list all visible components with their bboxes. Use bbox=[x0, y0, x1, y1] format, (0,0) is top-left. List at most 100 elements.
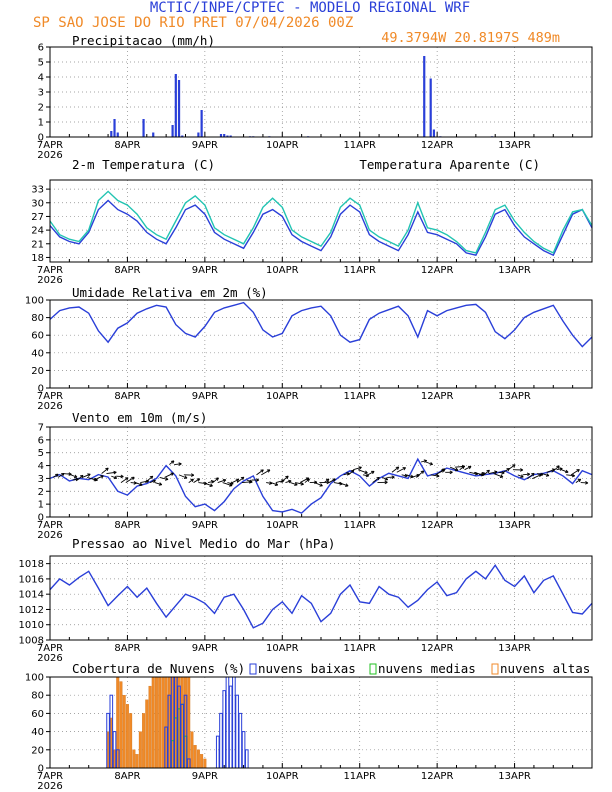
x-tick-label: 13APR bbox=[498, 265, 531, 276]
x-tick-label: 12APR bbox=[421, 265, 454, 276]
wind-arrow-head bbox=[486, 469, 490, 474]
wind-arrow bbox=[391, 466, 400, 473]
x-tick-label: 10APR bbox=[266, 265, 299, 276]
wind-arrow bbox=[382, 477, 388, 481]
wind-arrow bbox=[159, 476, 169, 480]
x-tick-label: 13APR bbox=[498, 520, 531, 531]
wind-arrow bbox=[353, 466, 362, 471]
x-tick-label: 9APR bbox=[192, 140, 218, 151]
wind-arrow bbox=[57, 473, 65, 478]
legend-swatch-nuvens-medias bbox=[369, 663, 377, 675]
wind-arrow-head bbox=[423, 459, 428, 463]
wind-arrow-head bbox=[266, 469, 271, 473]
wind-arrow-head bbox=[249, 479, 253, 484]
precip-bar bbox=[197, 132, 200, 137]
y-tick-label: 0 bbox=[38, 384, 44, 395]
wind-arrow bbox=[256, 469, 264, 476]
panel-clouds: 0 20 40 60 80 100 7APR 8APR 9APR 10APR 11APR 12APR 1… bbox=[25, 661, 593, 792]
wind-arrow bbox=[478, 472, 485, 476]
cloud-bar-nuvens-altas bbox=[193, 745, 197, 769]
x-tick-label: 7APR bbox=[37, 520, 63, 531]
x-tick-label: 8APR bbox=[114, 643, 140, 654]
wind-arrow-head bbox=[559, 467, 563, 471]
wind-arrow-head bbox=[196, 478, 201, 482]
y-tick-label: 30 bbox=[31, 198, 44, 209]
wind-arrow-head bbox=[285, 475, 289, 480]
wind-arrow bbox=[130, 482, 137, 484]
precip-bar bbox=[219, 134, 223, 137]
precip-bar bbox=[113, 119, 116, 137]
wind-arrow-head bbox=[94, 477, 98, 482]
y-tick-label: 6 bbox=[38, 435, 44, 446]
y-tick-label: 60 bbox=[31, 331, 44, 342]
wind-arrow bbox=[474, 471, 484, 476]
precip-bar bbox=[152, 132, 155, 137]
cloud-bar-nuvens-baixas bbox=[219, 712, 223, 769]
precip-bar bbox=[174, 74, 177, 137]
x-year-label: 2026 bbox=[37, 401, 62, 412]
wind-arrow bbox=[415, 470, 425, 478]
wind-arrow-head bbox=[391, 475, 395, 480]
y-tick-label: 7 bbox=[38, 423, 44, 434]
wind-arrow-head bbox=[350, 469, 355, 474]
wind-arrow bbox=[483, 469, 490, 476]
x-tick-label: 13APR bbox=[498, 140, 531, 151]
wind-arrow-head bbox=[526, 472, 531, 477]
panel-frame bbox=[49, 555, 593, 641]
precip-bar bbox=[110, 131, 113, 137]
wind-arrow-head bbox=[420, 470, 425, 474]
wind-arrow bbox=[135, 482, 143, 486]
wind-arrow-head bbox=[149, 475, 154, 480]
y-tick-label: 0 bbox=[38, 133, 44, 144]
wind-arrow-head bbox=[454, 467, 459, 472]
wind-arrow-head bbox=[499, 474, 504, 478]
wind-arrow-head bbox=[105, 467, 109, 472]
wind-arrow bbox=[464, 466, 472, 471]
precip-bar bbox=[432, 129, 436, 137]
legend-swatch-nuvens-altas bbox=[491, 663, 499, 675]
wind-arrow-head bbox=[571, 473, 575, 478]
wind-arrow bbox=[488, 471, 498, 475]
wind-arrow-head bbox=[325, 478, 330, 482]
wind-arrow-head bbox=[274, 482, 279, 486]
y-tick-label: 100 bbox=[25, 673, 44, 684]
y-tick-label: 0 bbox=[38, 764, 44, 775]
wind-arrow-head bbox=[384, 477, 389, 481]
wind-arrow-head bbox=[113, 470, 117, 475]
wind-arrow bbox=[222, 482, 233, 487]
x-tick-label: 11APR bbox=[343, 265, 376, 276]
wind-arrow bbox=[67, 473, 78, 478]
x-tick-label: 11APR bbox=[343, 140, 376, 151]
x-tick-label: 9APR bbox=[192, 520, 218, 531]
wind-arrow-head bbox=[158, 482, 163, 486]
y-tick-label: 33 bbox=[31, 185, 44, 196]
wind-arrow bbox=[551, 465, 560, 473]
wind-arrow-head bbox=[178, 462, 182, 466]
panels: 0 1 2 3 4 5 6 7APR 8APR 9APR 10APR 11APR 12APR 13APR 2… bbox=[19, 33, 593, 792]
x-tick-label: 11APR bbox=[343, 771, 376, 782]
wind-arrow bbox=[532, 474, 542, 480]
y-tick-label: 2 bbox=[38, 487, 44, 498]
wind-arrow-head bbox=[165, 477, 169, 481]
wind-arrow-head bbox=[358, 466, 362, 470]
y-tick-label: 1016 bbox=[19, 574, 44, 585]
wind-arrow bbox=[362, 474, 369, 477]
wind-arrow-head bbox=[384, 480, 388, 485]
wind-arrow-head bbox=[230, 481, 234, 486]
panel-title: 2-m Temperatura (C) bbox=[72, 157, 215, 172]
wind-arrow-head bbox=[585, 481, 589, 485]
y-tick-label: 1012 bbox=[19, 605, 44, 616]
wind-arrow-head bbox=[183, 475, 188, 479]
precip-bar bbox=[142, 119, 145, 137]
wind-arrow bbox=[178, 474, 188, 479]
precip-bar bbox=[177, 80, 181, 137]
cloud-bar-nuvens-altas bbox=[119, 681, 123, 769]
wind-arrow-head bbox=[170, 460, 175, 464]
wind-arrow bbox=[193, 478, 200, 483]
wind-arrow-head bbox=[87, 473, 91, 477]
wind-arrow bbox=[396, 467, 406, 473]
wind-arrow-head bbox=[131, 476, 135, 481]
x-year-label: 2026 bbox=[37, 150, 62, 161]
wind-arrow bbox=[72, 478, 79, 481]
wind-arrow bbox=[295, 482, 304, 485]
